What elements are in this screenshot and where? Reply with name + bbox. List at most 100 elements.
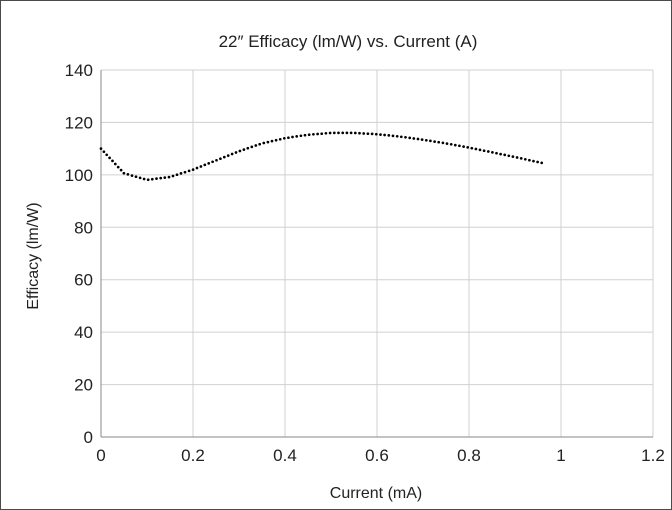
data-point	[195, 166, 199, 170]
chart-title: 22″ Efficacy (lm/W) vs. Current (A)	[219, 32, 478, 51]
data-point	[219, 157, 222, 161]
data-point	[108, 156, 111, 160]
data-point	[282, 136, 286, 140]
data-point	[499, 152, 502, 156]
data-point	[453, 143, 457, 147]
y-axis-label: Efficacy (lm/W)	[25, 202, 42, 309]
data-point	[503, 153, 507, 157]
data-point	[441, 141, 445, 145]
data-point	[474, 147, 478, 151]
data-point	[470, 146, 474, 150]
data-point	[242, 148, 246, 151]
data-point	[437, 140, 441, 144]
x-tick-label: 0.6	[365, 446, 389, 465]
data-point	[374, 132, 378, 136]
data-point	[466, 146, 470, 149]
data-point	[519, 157, 523, 160]
data-point	[515, 156, 519, 159]
data-points	[99, 131, 544, 182]
data-point	[126, 173, 130, 176]
data-point	[528, 158, 531, 162]
data-point	[142, 177, 146, 181]
x-tick-label: 1	[556, 446, 565, 465]
data-point	[429, 139, 432, 143]
data-point	[399, 135, 403, 139]
x-tick-label: 0.8	[457, 446, 481, 465]
data-point	[449, 142, 453, 146]
data-point	[254, 144, 258, 147]
data-point	[211, 160, 214, 164]
data-point	[159, 176, 163, 180]
data-point	[337, 131, 340, 135]
data-point	[234, 151, 238, 154]
data-point	[266, 140, 270, 144]
data-point	[215, 158, 218, 162]
data-point	[134, 175, 138, 179]
data-point	[345, 131, 349, 135]
data-point	[113, 162, 117, 166]
data-point	[307, 133, 311, 137]
y-tick-label: 100	[65, 166, 93, 185]
data-point	[391, 134, 395, 138]
data-point	[366, 132, 370, 136]
data-point	[270, 139, 274, 143]
data-point	[150, 177, 154, 181]
data-point	[291, 135, 294, 139]
data-point	[226, 154, 230, 157]
data-point	[404, 135, 407, 139]
data-point	[207, 162, 211, 165]
data-point	[458, 144, 461, 148]
data-point	[412, 137, 416, 140]
data-point	[523, 157, 527, 161]
data-point	[299, 134, 303, 138]
x-axis-label: Current (mA)	[330, 485, 422, 502]
data-point	[358, 131, 361, 135]
data-point	[191, 168, 195, 171]
data-point	[163, 176, 167, 179]
data-point	[262, 141, 266, 145]
data-point	[320, 132, 324, 136]
y-tick-label: 40	[74, 323, 93, 342]
x-tick-label: 0.4	[273, 446, 297, 465]
data-point	[119, 168, 123, 172]
data-point	[536, 160, 539, 164]
data-point	[532, 159, 535, 163]
y-tick-label: 60	[74, 271, 93, 290]
data-point	[416, 137, 420, 141]
data-point	[379, 133, 382, 136]
data-point	[462, 145, 465, 148]
data-point	[230, 152, 234, 156]
y-tick-label: 20	[74, 376, 93, 395]
data-point	[408, 136, 412, 140]
data-point	[138, 176, 142, 180]
data-point	[511, 155, 515, 158]
data-point	[324, 131, 328, 135]
grid	[100, 69, 654, 438]
x-tick-label: 1.2	[641, 446, 665, 465]
data-point	[179, 172, 183, 175]
data-point	[395, 134, 399, 138]
data-point	[312, 132, 315, 136]
data-point	[341, 131, 345, 135]
data-point	[387, 134, 391, 137]
data-point	[353, 131, 357, 135]
data-point	[370, 132, 374, 136]
data-point	[111, 159, 114, 163]
tick-labels: 0 0.2 0.4 0.6 0.8 1 1.2 0 20 40 60 80 100 120 140	[65, 61, 665, 465]
data-point	[295, 135, 299, 138]
y-tick-label: 0	[84, 428, 93, 447]
data-point	[420, 138, 424, 141]
data-point	[167, 175, 171, 179]
data-point	[116, 165, 120, 169]
data-point	[445, 142, 449, 145]
data-point	[540, 161, 544, 165]
data-point	[199, 165, 203, 168]
y-tick-label: 140	[65, 61, 93, 80]
data-point	[102, 150, 106, 154]
data-point	[507, 154, 511, 158]
data-point	[478, 148, 482, 152]
x-tick-label: 0.2	[181, 446, 205, 465]
data-point	[349, 131, 353, 135]
